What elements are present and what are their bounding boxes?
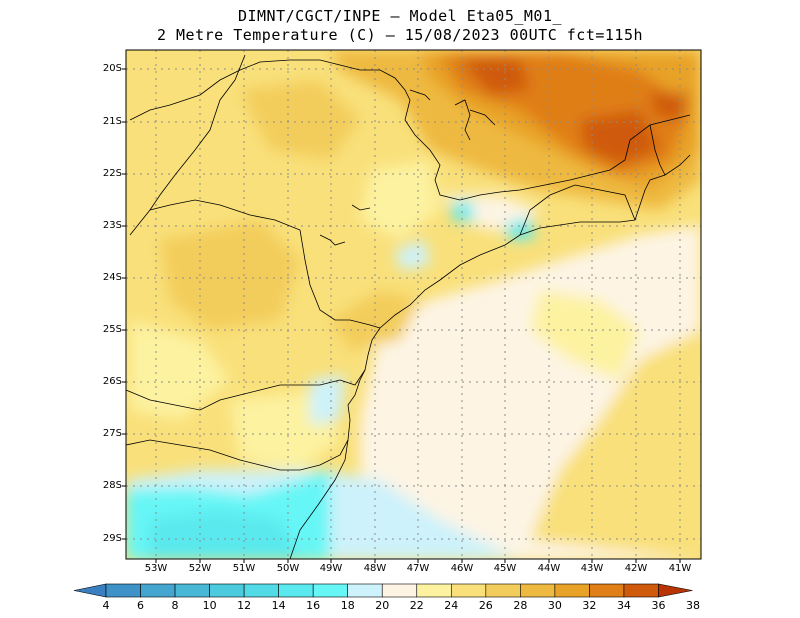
lat-label-25S: 25S — [102, 324, 122, 335]
colorbar-segment — [381, 583, 418, 598]
map-frame — [125, 49, 702, 560]
lon-label-49W: 49W — [319, 563, 343, 574]
state-border-ms — [149, 54, 246, 211]
field-land-24a — [130, 320, 230, 420]
map-gridlines — [126, 50, 701, 559]
state-border-rs — [126, 439, 349, 471]
colorbar-label-16: 16 — [306, 599, 321, 612]
lon-label-46W: 46W — [450, 563, 474, 574]
field-ne-36a — [460, 58, 530, 95]
colorbar-segment — [347, 583, 383, 598]
field-land-28a — [160, 220, 300, 330]
colorbar-label-36: 36 — [651, 599, 666, 612]
lon-label-41W: 41W — [668, 563, 692, 574]
colorbar-segment — [416, 583, 452, 598]
colorbar-label-12: 12 — [237, 599, 252, 612]
colorbar-segment — [140, 583, 176, 598]
state-border-rj — [519, 184, 636, 236]
colorbar-label-8: 8 — [171, 599, 179, 612]
map-title-line2: 2 Metre Temperature (C) – 15/08/2023 00U… — [156, 26, 644, 44]
state-border-pr — [129, 199, 381, 329]
colorbar-segment — [278, 583, 314, 598]
field-ocean-24 — [530, 290, 640, 380]
field-south-14 — [150, 510, 300, 559]
colorbar-label-14: 14 — [271, 599, 286, 612]
field-land-24b — [360, 160, 440, 240]
lat-label-23S: 23S — [102, 220, 122, 231]
colorbar-label-28: 28 — [513, 599, 528, 612]
temperature-field — [126, 50, 701, 559]
colorbar-segment — [209, 583, 245, 598]
lon-label-47W: 47W — [406, 563, 430, 574]
field-ne-36c — [650, 90, 690, 120]
colorbar-label-20: 20 — [375, 599, 390, 612]
lon-label-51W: 51W — [232, 563, 256, 574]
colorbar-segment — [554, 583, 590, 598]
colorbar-label-6: 6 — [137, 599, 145, 612]
field-ne-36b — [580, 110, 660, 165]
colorbar — [73, 583, 693, 598]
colorbar-label-32: 32 — [582, 599, 597, 612]
colorbar-segment — [450, 583, 487, 598]
colorbar-label-4: 4 — [102, 599, 110, 612]
lon-label-50W: 50W — [276, 563, 300, 574]
lon-label-52W: 52W — [188, 563, 212, 574]
state-border-es — [649, 124, 666, 176]
lon-label-42W: 42W — [624, 563, 648, 574]
state-border-sp-mg — [129, 59, 691, 201]
colorbar-segment — [520, 583, 556, 598]
lat-label-29S: 29S — [102, 533, 122, 544]
lat-label-21S: 21S — [102, 116, 122, 127]
lon-label-45W: 45W — [493, 563, 517, 574]
colorbar-label-18: 18 — [340, 599, 355, 612]
colorbar-segment — [105, 583, 141, 598]
colorbar-segment — [589, 583, 625, 598]
map-title-line1: DIMNT/CGCT/INPE – Model Eta05_M01_ — [237, 7, 563, 25]
colorbar-arrow-low — [73, 583, 107, 598]
colorbar-segment — [312, 583, 349, 598]
field-land-28c — [330, 290, 420, 350]
colorbar-label-10: 10 — [202, 599, 217, 612]
lat-label-24S: 24S — [102, 272, 122, 283]
colorbar-segment — [485, 583, 521, 598]
lon-label-43W: 43W — [580, 563, 604, 574]
axis-ticks — [122, 68, 681, 563]
colorbar-label-24: 24 — [444, 599, 459, 612]
field-valley-16b — [505, 218, 535, 240]
lat-label-22S: 22S — [102, 168, 122, 179]
colorbar-segment — [243, 583, 279, 598]
map-borders — [126, 54, 691, 559]
river-network — [319, 89, 496, 246]
lat-label-26S: 26S — [102, 376, 122, 387]
colorbar-label-22: 22 — [409, 599, 424, 612]
colorbar-label-30: 30 — [547, 599, 562, 612]
lon-label-48W: 48W — [363, 563, 387, 574]
lat-label-20S: 20S — [102, 63, 122, 74]
colorbar-arrow-high — [658, 583, 693, 598]
lat-label-27S: 27S — [102, 428, 122, 439]
field-valley-20 — [395, 240, 430, 270]
lon-label-44W: 44W — [537, 563, 561, 574]
state-border-sc — [126, 369, 366, 411]
colorbar-label-34: 34 — [616, 599, 631, 612]
field-land-28b — [240, 80, 360, 160]
lat-label-28S: 28S — [102, 480, 122, 491]
lon-label-53W: 53W — [144, 563, 168, 574]
coastline — [289, 154, 691, 559]
colorbar-label-26: 26 — [478, 599, 493, 612]
colorbar-label-38: 38 — [686, 599, 700, 612]
field-coast-20 — [310, 375, 345, 425]
field-ocean-east-24 — [530, 330, 701, 559]
colorbar-segment — [174, 583, 210, 598]
colorbar-segment — [623, 583, 659, 598]
